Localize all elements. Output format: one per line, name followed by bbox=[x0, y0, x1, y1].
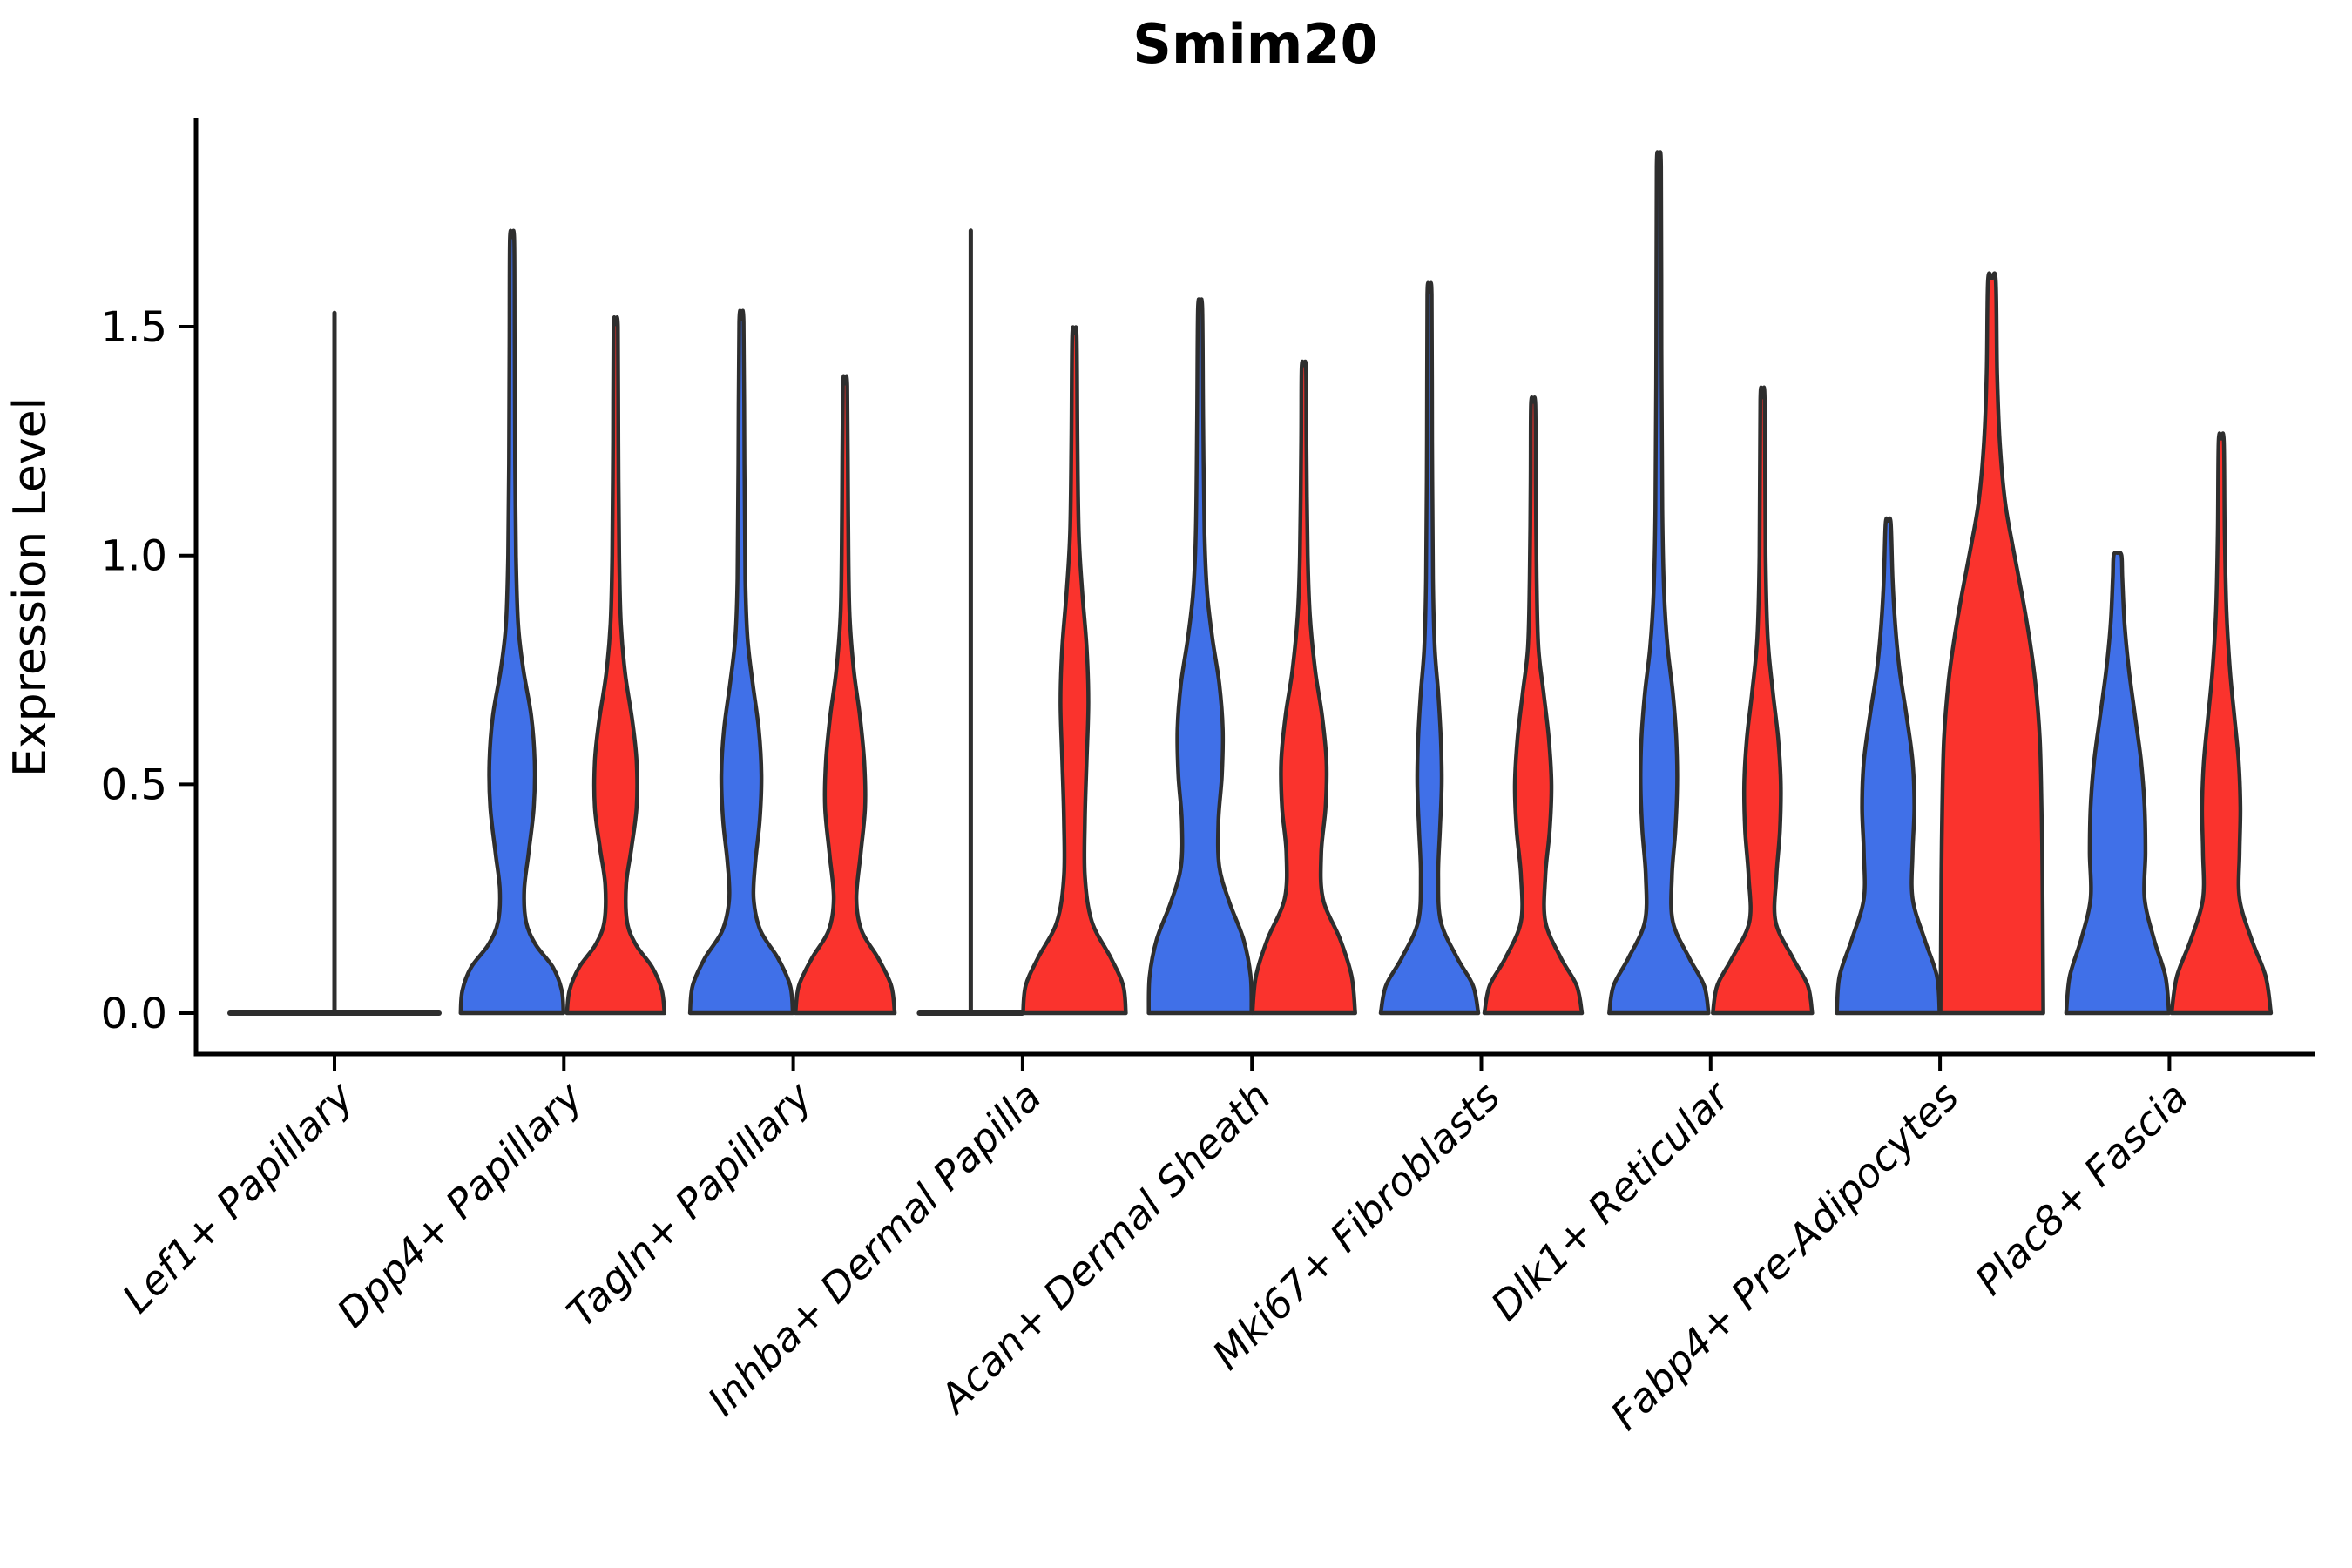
violin-fabp4-pre-adipocytes-blue bbox=[1835, 516, 1942, 1016]
violin-lef1-papillary-none bbox=[227, 310, 442, 1016]
violin-fabp4-pre-adipocytes-red bbox=[1938, 271, 2045, 1016]
y-tick-label: 1.5 bbox=[101, 303, 167, 352]
violin-plac8-fascia-red bbox=[2169, 431, 2274, 1016]
violin-inhba-dermal-papilla-blue bbox=[916, 228, 1025, 1016]
y-tick-label: 0.5 bbox=[101, 760, 167, 809]
violin-inhba-dermal-papilla-red bbox=[1021, 325, 1128, 1016]
x-category-label-plac8-fascia: Plac8+ Fascia bbox=[1966, 1073, 2197, 1304]
y-tick-label: 1.0 bbox=[101, 532, 167, 581]
violin-acan-dermal-sheath-red bbox=[1250, 359, 1357, 1016]
violin-dlk1-reticular-blue bbox=[1607, 150, 1711, 1016]
x-category-label-lef1-papillary: Lef1+ Papillary bbox=[113, 1072, 362, 1321]
violin-acan-dermal-sheath-blue bbox=[1146, 297, 1254, 1016]
y-axis-label: Expression Level bbox=[4, 397, 57, 777]
violin-plac8-fascia-blue bbox=[2064, 551, 2172, 1016]
violin-dlk1-reticular-red bbox=[1711, 385, 1815, 1016]
chart-title: Smim20 bbox=[1132, 12, 1377, 76]
x-category-label-dlk1-reticular: Dlk1+ Reticular bbox=[1482, 1071, 1740, 1329]
violin-dpp4-papillary-red bbox=[564, 315, 667, 1016]
x-category-label-dpp4-papillary: Dpp4+ Papillary bbox=[328, 1072, 591, 1336]
violin-mki67-fibroblasts-red bbox=[1482, 395, 1585, 1016]
x-category-label-tagln-papillary: Tagln+ Papillary bbox=[558, 1072, 821, 1336]
violin-dpp4-papillary-blue bbox=[458, 228, 566, 1016]
violin-tagln-papillary-blue bbox=[687, 308, 795, 1016]
violin-mki67-fibroblasts-blue bbox=[1378, 280, 1481, 1016]
violin-tagln-papillary-red bbox=[793, 374, 897, 1016]
y-tick-label: 0.0 bbox=[101, 990, 167, 1038]
violins-layer bbox=[227, 150, 2274, 1016]
